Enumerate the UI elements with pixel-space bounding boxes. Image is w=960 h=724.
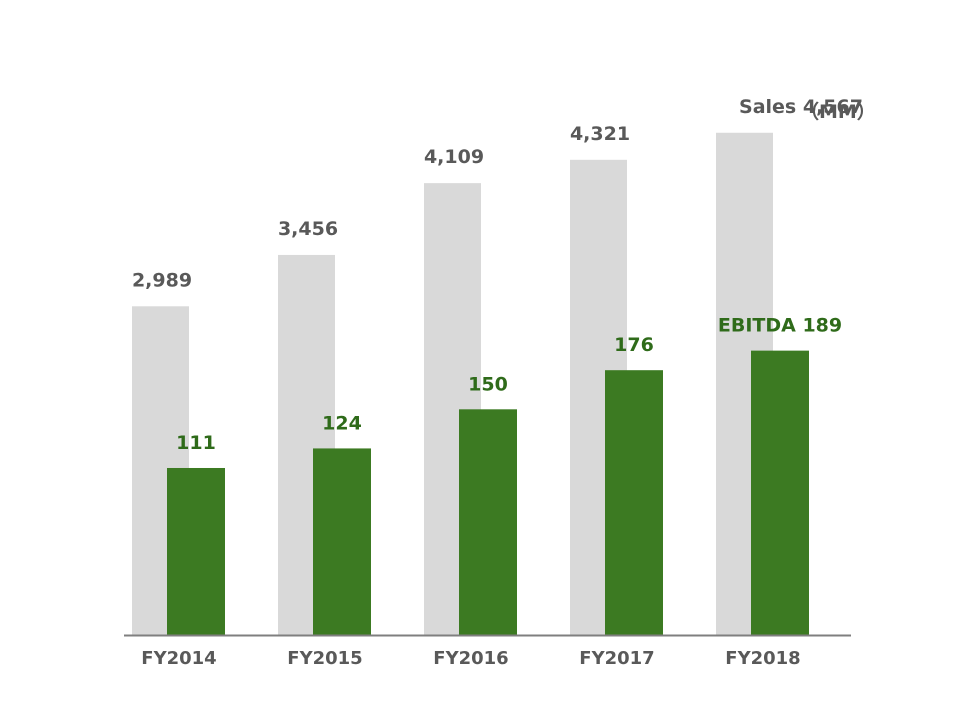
ebitda-data-labels: 111 124 150 176 EBITDA 189	[176, 315, 842, 454]
ebitda-bar-fy2016	[459, 409, 517, 635]
sales-series	[132, 132, 773, 636]
x-tick-label-fy2016: FY2016	[433, 648, 508, 669]
ebitda-series	[167, 350, 809, 635]
sales-data-label-fy2017: 4,321	[570, 123, 630, 145]
sales-data-label-fy2016: 4,109	[424, 146, 484, 168]
x-tick-label-fy2014: FY2014	[141, 648, 216, 669]
x-tick-label-fy2015: FY2015	[287, 648, 362, 669]
x-tick-label-fy2018: FY2018	[725, 648, 800, 669]
sales-data-label-fy2014: 2,989	[132, 269, 192, 291]
x-axis-tick-labels: FY2014 FY2015 FY2016 FY2017 FY2018	[141, 648, 800, 669]
ebitda-bar-fy2014	[167, 467, 225, 635]
ebitda-data-label-fy2017: 176	[614, 334, 654, 356]
ebitda-data-label-fy2016: 150	[468, 373, 508, 395]
unit-label: （MM）	[800, 100, 876, 123]
ebitda-bar-fy2015	[313, 448, 371, 635]
ebitda-bar-fy2018	[751, 350, 809, 635]
ebitda-data-label-fy2018: EBITDA 189	[718, 315, 842, 337]
ebitda-data-label-fy2014: 111	[176, 432, 216, 454]
sales-data-label-fy2015: 3,456	[278, 218, 338, 240]
sales-data-labels: 2,989 3,456 4,109 4,321 Sales 4,567	[132, 96, 863, 292]
ebitda-bar-fy2017	[605, 370, 663, 635]
ebitda-data-label-fy2015: 124	[322, 412, 362, 434]
x-tick-label-fy2017: FY2017	[579, 648, 654, 669]
sales-data-label-fy2018: Sales 4,567	[739, 96, 863, 118]
